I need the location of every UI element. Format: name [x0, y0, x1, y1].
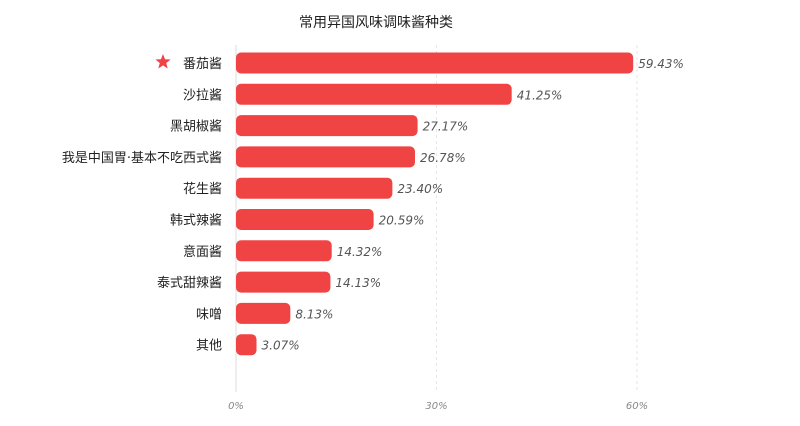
labels: 番茄酱 59.43% 沙拉酱 41.25% 黑胡椒酱 27.17% 我是中国胃·基本不吃西式…	[62, 54, 684, 354]
x-tick-label: 60%	[626, 401, 648, 412]
value-label: 23.40%	[397, 182, 443, 196]
category-label: 花生酱	[183, 181, 222, 197]
bars	[236, 52, 634, 356]
category-label: 泰式甜辣酱	[157, 275, 222, 291]
bar	[236, 334, 257, 356]
chart-title: 常用异国风味调味酱种类	[299, 15, 453, 31]
bar	[236, 209, 374, 230]
value-label: 3.07%	[262, 339, 300, 353]
x-tick-label: 30%	[425, 401, 447, 412]
bar	[236, 115, 418, 137]
value-label: 14.32%	[337, 245, 383, 259]
category-label: 其他	[196, 339, 222, 354]
category-label: 意面酱	[183, 244, 222, 260]
category-label: 黑胡椒酱	[170, 120, 222, 135]
value-label: 26.78%	[420, 151, 466, 165]
category-label: 沙拉酱	[183, 88, 222, 103]
value-label: 8.13%	[295, 307, 333, 321]
value-label: 27.17%	[423, 120, 469, 134]
star-icon	[155, 54, 171, 69]
category-label: 味噌	[196, 307, 222, 322]
value-label: 20.59%	[379, 214, 425, 228]
category-label: 韩式辣酱	[170, 214, 222, 229]
category-label: 我是中国胃·基本不吃西式酱	[62, 150, 222, 166]
category-label: 番茄酱	[183, 57, 222, 72]
bar	[236, 83, 512, 105]
bar	[236, 271, 331, 293]
value-label: 59.43%	[638, 57, 684, 71]
x-axis: 0% 30% 60%	[228, 401, 648, 412]
value-label: 41.25%	[517, 88, 563, 102]
bar	[236, 146, 415, 168]
bar	[236, 302, 291, 324]
value-label: 14.13%	[335, 276, 381, 290]
bar	[236, 52, 634, 74]
x-tick-label: 0%	[228, 401, 244, 412]
bar	[236, 177, 393, 199]
bar	[236, 240, 332, 262]
